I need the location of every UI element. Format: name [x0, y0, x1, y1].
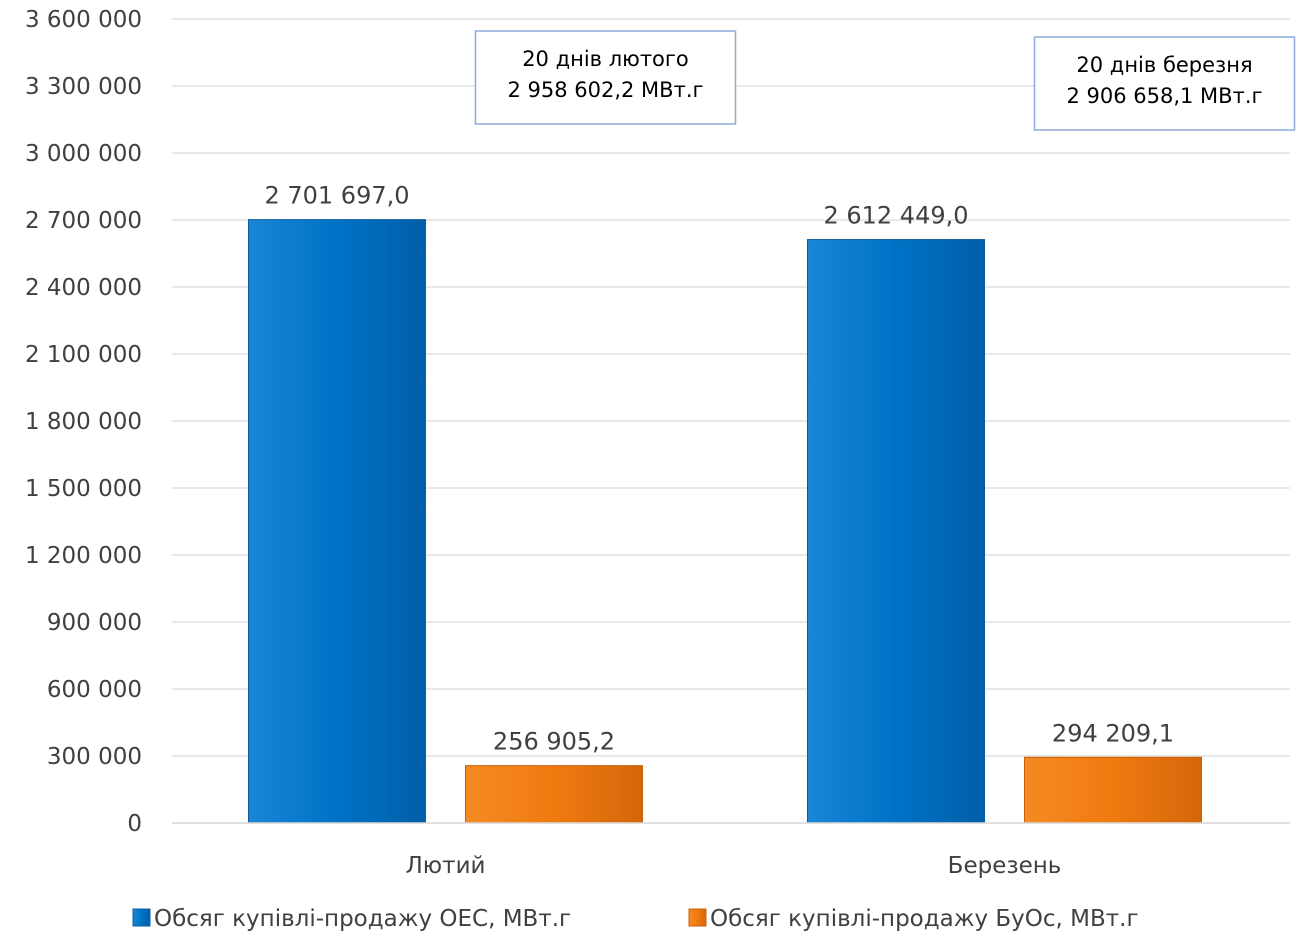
data-label: 256 905,2: [493, 728, 615, 756]
legend-label: Обсяг купівлі-продажу БуОс, МВт.г: [710, 906, 1139, 932]
y-tick-label: 0: [127, 811, 142, 837]
y-tick-label: 2 100 000: [25, 342, 142, 368]
y-tick-label: 1 500 000: [25, 476, 142, 502]
legend: Обсяг купівлі-продажу ОЕС, МВт.г Обсяг ку…: [132, 906, 1139, 932]
y-tick-label: 2 700 000: [25, 208, 142, 234]
y-tick-label: 600 000: [47, 677, 142, 703]
y-tick-label: 2 400 000: [25, 275, 142, 301]
annotations: 20 днів лютого 2 958 602,2 МВт.г 20 днів б…: [474, 30, 1296, 131]
annotation-text: 20 днів лютого: [522, 47, 689, 71]
bar-oes-1: [807, 239, 985, 824]
bar-oes-0: [248, 219, 426, 824]
data-label: 2 612 449,0: [823, 202, 968, 230]
legend-swatch: [688, 908, 707, 927]
bar-buos-1: [1024, 756, 1202, 824]
x-axis: Лютий Березень: [172, 822, 1290, 879]
data-label: 2 701 697,0: [264, 182, 409, 210]
annotation-text: 2 906 658,1 МВт.г: [1066, 84, 1262, 108]
legend-swatch: [132, 908, 151, 927]
y-tick-label: 3 000 000: [25, 141, 142, 167]
annotation-text: 20 днів березня: [1076, 53, 1252, 77]
legend-label: Обсяг купівлі-продажу ОЕС, МВт.г: [154, 906, 571, 932]
data-label: 294 209,1: [1052, 719, 1174, 747]
x-tick-label: Березень: [948, 853, 1062, 879]
y-tick-label: 300 000: [47, 744, 142, 770]
y-tick-label: 900 000: [47, 610, 142, 636]
y-tick-label: 3 300 000: [25, 74, 142, 100]
annotation-box: [1033, 36, 1296, 131]
bar-buos-0: [465, 765, 643, 824]
data-labels: 2 701 697,0 256 905,2 2 612 449,0 294 209,1: [264, 182, 1174, 756]
annotation-box: [474, 30, 737, 125]
annotation-text: 2 958 602,2 МВт.г: [507, 78, 703, 102]
bars: [248, 219, 1202, 824]
y-axis: 0 300 000 600 000 900 000 1 200 000 1 500 000…: [25, 7, 142, 837]
y-tick-label: 3 600 000: [25, 7, 142, 33]
y-tick-label: 1 800 000: [25, 409, 142, 435]
y-tick-label: 1 200 000: [25, 543, 142, 569]
x-tick-label: Лютий: [406, 853, 486, 879]
